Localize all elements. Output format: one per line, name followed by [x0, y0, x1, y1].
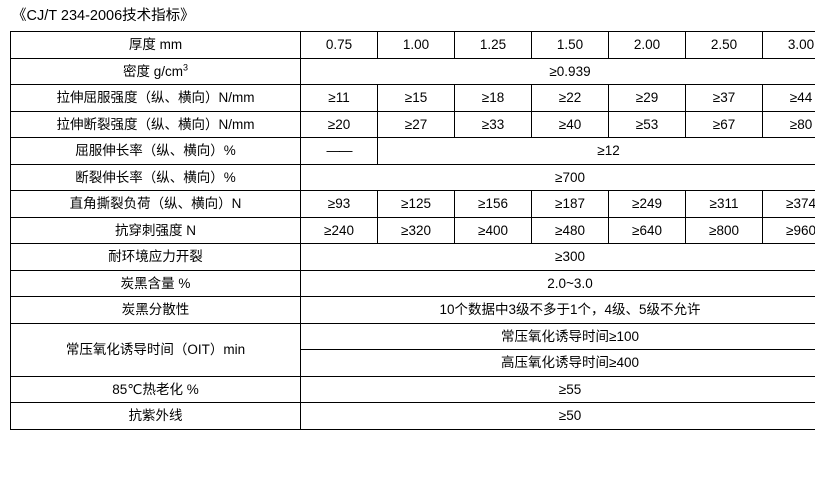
row-value-escr: ≥300 [300, 243, 815, 271]
row-value-heat-aging: ≥55 [300, 375, 815, 404]
row-value: ≥125 [377, 190, 455, 218]
row-label-carbon-content: 炭黑含量 % [10, 269, 301, 298]
row-value: ≥80 [762, 110, 815, 139]
row-value: ≥93 [300, 190, 378, 218]
row-value: ≥44 [762, 84, 815, 112]
table-row: 炭黑分散性 10个数据中3级不多于1个，4级、5级不允许 [10, 296, 815, 324]
table-row: 屈服伸长率（纵、横向）% —— ≥12 [10, 137, 815, 165]
row-value: ≥960 [762, 216, 815, 245]
thickness-value: 3.00 [762, 31, 815, 59]
thickness-value: 1.00 [377, 31, 455, 59]
row-value-break-elongation: ≥700 [300, 163, 815, 192]
row-label-superscript: 3 [183, 62, 189, 73]
row-value: ≥33 [454, 110, 532, 139]
table-row: 抗穿刺强度 N ≥240 ≥320 ≥400 ≥480 ≥640 ≥800 ≥9… [10, 216, 815, 245]
table-row: 直角撕裂负荷（纵、横向）N ≥93 ≥125 ≥156 ≥187 ≥249 ≥3… [10, 190, 815, 218]
spec-table: 厚度 mm 0.75 1.00 1.25 1.50 2.00 2.50 3.00… [10, 31, 815, 430]
row-value-oit-normal: 常压氧化诱导时间≥100 [300, 322, 815, 351]
row-value-yield-elongation: ≥12 [377, 137, 815, 165]
row-value: ≥156 [454, 190, 532, 218]
table-row: 断裂伸长率（纵、横向）% ≥700 [10, 163, 815, 192]
row-value-density: ≥0.939 [300, 57, 815, 86]
row-value: ≥320 [377, 216, 455, 245]
spec-table-body: 厚度 mm 0.75 1.00 1.25 1.50 2.00 2.50 3.00… [10, 31, 815, 430]
row-value: ≥18 [454, 84, 532, 112]
row-value: ≥311 [685, 190, 763, 218]
table-row-header: 厚度 mm 0.75 1.00 1.25 1.50 2.00 2.50 3.00 [10, 31, 815, 59]
table-row: 拉伸断裂强度（纵、横向）N/mm ≥20 ≥27 ≥33 ≥40 ≥53 ≥67… [10, 110, 815, 139]
row-label-uv-resistance: 抗紫外线 [10, 402, 301, 430]
table-row: 炭黑含量 % 2.0~3.0 [10, 269, 815, 298]
row-label-tensile-yield: 拉伸屈服强度（纵、横向）N/mm [10, 84, 301, 112]
row-label-tear-load: 直角撕裂负荷（纵、横向）N [10, 190, 301, 218]
row-value: ≥480 [531, 216, 609, 245]
thickness-value: 1.25 [454, 31, 532, 59]
row-value-oit-high: 高压氧化诱导时间≥400 [300, 349, 815, 377]
row-label-heat-aging: 85℃热老化 % [10, 375, 301, 404]
thickness-value: 2.00 [608, 31, 686, 59]
row-value: ≥22 [531, 84, 609, 112]
thickness-value: 1.50 [531, 31, 609, 59]
row-label-density: 密度 g/cm3 [10, 57, 301, 86]
row-value: ≥800 [685, 216, 763, 245]
row-label-oit: 常压氧化诱导时间（OIT）min [10, 322, 301, 377]
row-value: ≥27 [377, 110, 455, 139]
table-row: 85℃热老化 % ≥55 [10, 375, 815, 404]
row-value-carbon-dispersion: 10个数据中3级不多于1个，4级、5级不允许 [300, 296, 815, 324]
row-value: ≥11 [300, 84, 378, 112]
row-value: ≥37 [685, 84, 763, 112]
row-value: ≥67 [685, 110, 763, 139]
row-value-carbon-content: 2.0~3.0 [300, 269, 815, 298]
row-value: ≥15 [377, 84, 455, 112]
table-row: 常压氧化诱导时间（OIT）min 常压氧化诱导时间≥100 [10, 322, 815, 377]
row-label-thickness: 厚度 mm [10, 31, 301, 59]
thickness-value: 2.50 [685, 31, 763, 59]
row-value: ≥53 [608, 110, 686, 139]
row-value: ≥29 [608, 84, 686, 112]
row-value: ≥374 [762, 190, 815, 218]
table-row: 抗紫外线 ≥50 [10, 402, 815, 430]
row-label-tensile-break: 拉伸断裂强度（纵、横向）N/mm [10, 110, 301, 139]
table-row: 拉伸屈服强度（纵、横向）N/mm ≥11 ≥15 ≥18 ≥22 ≥29 ≥37… [10, 84, 815, 112]
row-value: ≥400 [454, 216, 532, 245]
row-label-yield-elongation: 屈服伸长率（纵、横向）% [10, 137, 301, 165]
row-label-break-elongation: 断裂伸长率（纵、横向）% [10, 163, 301, 192]
table-row: 高压氧化诱导时间≥400 [11, 349, 815, 377]
row-label-text: 密度 g/cm [122, 63, 183, 79]
row-value: ≥187 [531, 190, 609, 218]
row-value: ≥240 [300, 216, 378, 245]
page-title: 《CJ/T 234-2006技术指标》 [12, 8, 195, 24]
table-row: 耐环境应力开裂 ≥300 [10, 243, 815, 271]
row-value-uv-resistance: ≥50 [300, 402, 815, 430]
row-label-escr: 耐环境应力开裂 [10, 243, 301, 271]
row-label-carbon-dispersion: 炭黑分散性 [10, 296, 301, 324]
row-label-puncture: 抗穿刺强度 N [10, 216, 301, 245]
row-value: ≥20 [300, 110, 378, 139]
row-value: ≥40 [531, 110, 609, 139]
row-value: ≥249 [608, 190, 686, 218]
thickness-value: 0.75 [300, 31, 378, 59]
row-value-dash: —— [300, 137, 378, 165]
table-row: 密度 g/cm3 ≥0.939 [10, 57, 815, 86]
row-value: ≥640 [608, 216, 686, 245]
